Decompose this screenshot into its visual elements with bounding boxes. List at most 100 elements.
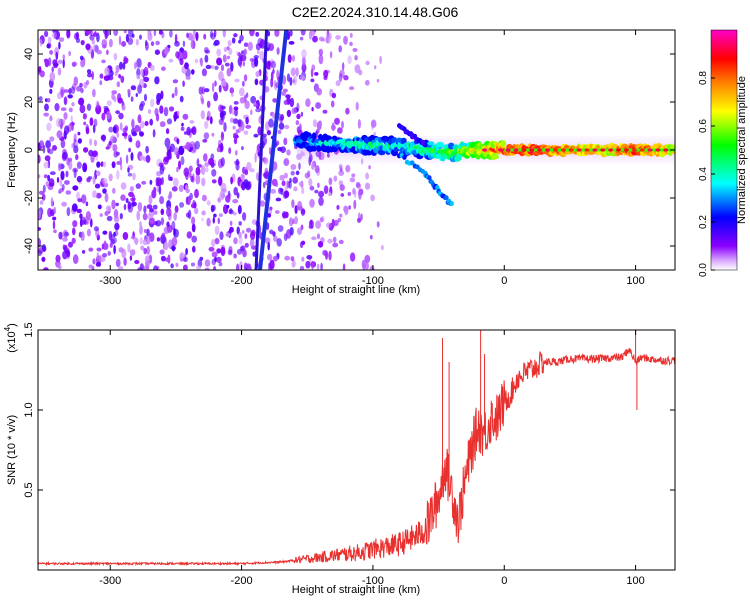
noise-dot [99, 181, 104, 186]
noise-dot [216, 48, 222, 57]
noise-dot [243, 74, 248, 82]
noise-dot [149, 208, 154, 213]
noise-dot [185, 141, 191, 151]
noise-dot [101, 243, 105, 250]
colorbar-tick-label: 0.6 [698, 119, 709, 133]
noise-dot [245, 263, 251, 269]
noise-dot [96, 161, 101, 168]
noise-dot [47, 36, 52, 44]
noise-dot [104, 31, 108, 40]
noise-dot [272, 112, 276, 119]
noise-dot [67, 94, 73, 99]
noise-dot [299, 241, 304, 249]
noise-dot [253, 103, 258, 107]
noise-dot [185, 75, 191, 80]
noise-dot [96, 170, 101, 176]
colorbar-label: Normalized spectral amplitude [736, 76, 748, 224]
noise-dot [106, 49, 109, 56]
noise-dot [196, 158, 200, 167]
noise-dot [57, 67, 62, 76]
diagonal-line [254, 30, 269, 270]
noise-dot [65, 170, 69, 178]
noise-dot [191, 69, 195, 75]
noise-dot [80, 40, 85, 46]
noise-dot [239, 58, 242, 69]
noise-dot [114, 222, 120, 231]
noise-dot [143, 76, 150, 83]
noise-dot [120, 164, 123, 171]
noise-dot [132, 194, 136, 202]
noise-dot [193, 201, 197, 209]
noise-dot [50, 197, 54, 208]
noise-dot [208, 246, 215, 252]
noise-dot [111, 161, 116, 169]
noise-dot [194, 188, 199, 199]
noise-dot [227, 249, 233, 256]
noise-dot [135, 38, 139, 46]
noise-dot [134, 62, 138, 69]
noise-dot [136, 74, 141, 80]
noise-dot [103, 105, 109, 110]
noise-dot [300, 111, 304, 117]
noise-dot [318, 54, 324, 65]
noise-dot [49, 136, 55, 142]
noise-dot [117, 265, 124, 270]
noise-dot [59, 86, 65, 96]
noise-dot [122, 62, 126, 70]
noise-dot [73, 76, 79, 86]
noise-dot [243, 48, 247, 56]
noise-dot [301, 187, 305, 195]
noise-dot [38, 96, 43, 102]
noise-dot [200, 94, 204, 103]
noise-dot [159, 249, 165, 255]
noise-dot [301, 256, 305, 262]
noise-dot [270, 77, 274, 88]
noise-dot [286, 229, 292, 239]
noise-dot [159, 105, 164, 114]
noise-dot [342, 62, 345, 71]
noise-dot [282, 190, 288, 199]
noise-dot [147, 213, 151, 220]
noise-dot [345, 164, 351, 173]
noise-dot [113, 30, 119, 36]
noise-dot [213, 265, 217, 270]
noise-dot [38, 140, 45, 149]
noise-dot [220, 142, 224, 152]
noise-dot [283, 172, 288, 179]
noise-dot [272, 231, 276, 237]
noise-dot [233, 253, 237, 259]
noise-dot [237, 204, 242, 215]
noise-dot [337, 127, 343, 134]
noise-dot [123, 257, 127, 266]
noise-dot [62, 119, 66, 125]
noise-dot [203, 88, 210, 93]
noise-dot [92, 190, 97, 199]
noise-dot [139, 221, 142, 227]
noise-dot [178, 184, 184, 193]
noise-dot [99, 80, 103, 86]
noise-dot [318, 48, 323, 56]
noise-dot [291, 107, 297, 115]
noise-dot [68, 107, 73, 113]
noise-dot [59, 179, 63, 187]
y-tick-label: 20 [23, 96, 35, 108]
noise-dot [292, 176, 299, 184]
noise-dot [317, 182, 320, 188]
noise-dot [41, 193, 46, 201]
noise-dot [201, 177, 206, 187]
noise-dot [300, 208, 306, 216]
noise-dot [113, 53, 118, 61]
signal-peak [529, 148, 535, 152]
noise-dot [91, 39, 96, 45]
noise-dot [76, 175, 83, 183]
noise-dot [55, 254, 61, 263]
spectrogram-x-axis-label: Height of straight line (km) [292, 284, 420, 296]
noise-dot [284, 255, 291, 261]
signal-peak [545, 148, 551, 152]
colorbar: 0.0 0.2 0.4 0.6 0.8 Normalized spectral ampl… [698, 29, 748, 277]
signal-peak [631, 148, 637, 152]
noise-dot [148, 254, 153, 264]
noise-dot [200, 110, 205, 120]
noise-dot [61, 201, 67, 207]
